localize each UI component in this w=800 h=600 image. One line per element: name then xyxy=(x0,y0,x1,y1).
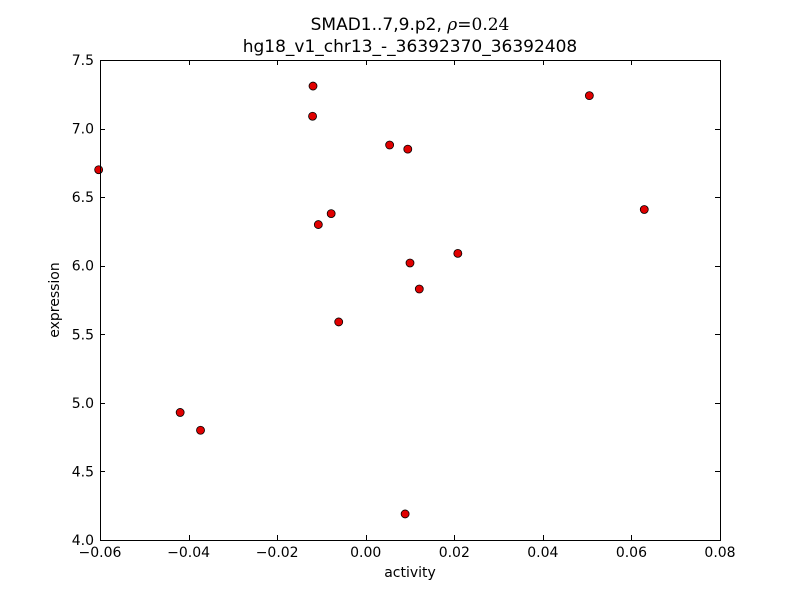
data-point xyxy=(403,144,413,154)
data-point xyxy=(334,317,344,327)
y-tick-label: 4.5 xyxy=(72,464,94,480)
chart-title-rho-value: =0.24 xyxy=(457,15,509,35)
data-point xyxy=(639,205,649,214)
data-point xyxy=(385,140,395,150)
chart-title-rho-symbol: ρ xyxy=(446,15,457,35)
data-point xyxy=(308,111,317,121)
x-tick-label: 0.00 xyxy=(350,545,381,561)
axis-ticks: −0.06 −0.04 −0.02 0.00 0.02 0.04 0.06 0.08 4.0 4.… xyxy=(72,53,736,561)
data-point xyxy=(308,81,318,91)
chart-title-prefix: SMAD1..7,9.p2, xyxy=(311,15,448,35)
data-point xyxy=(326,209,336,219)
data-point xyxy=(175,408,185,417)
data-point xyxy=(414,284,424,294)
x-axis-label: activity xyxy=(384,565,436,581)
data-point xyxy=(584,91,594,101)
x-tick-label: −0.02 xyxy=(256,545,299,561)
data-point xyxy=(196,425,205,435)
x-tick-label: −0.06 xyxy=(79,545,122,561)
data-point xyxy=(94,165,104,175)
y-tick-label: 4.0 xyxy=(72,533,94,549)
chart-title-line2: hg18_v1_chr13_-_36392370_36392408 xyxy=(243,37,578,57)
x-tick-label: 0.06 xyxy=(616,545,647,561)
y-tick-label: 5.5 xyxy=(72,327,94,343)
x-tick-label: 0.02 xyxy=(439,545,470,561)
x-tick-label: −0.04 xyxy=(167,545,210,561)
data-point xyxy=(313,220,323,229)
data-points xyxy=(94,81,649,519)
data-point xyxy=(400,509,410,519)
x-tick-label: 0.04 xyxy=(527,545,558,561)
x-tick-label: 0.08 xyxy=(704,545,735,561)
plot-frame xyxy=(100,60,721,541)
y-tick-label: 5.0 xyxy=(72,396,94,412)
y-tick-label: 6.0 xyxy=(72,259,94,275)
y-axis-label: expression xyxy=(47,262,63,338)
y-tick-label: 7.0 xyxy=(72,122,94,138)
chart-title-line1: SMAD1..7,9.p2, ρ=0.24 xyxy=(311,15,510,35)
y-tick-label: 7.5 xyxy=(72,53,94,69)
data-point xyxy=(405,258,415,268)
data-point xyxy=(453,248,463,258)
y-tick-label: 6.5 xyxy=(72,190,94,206)
